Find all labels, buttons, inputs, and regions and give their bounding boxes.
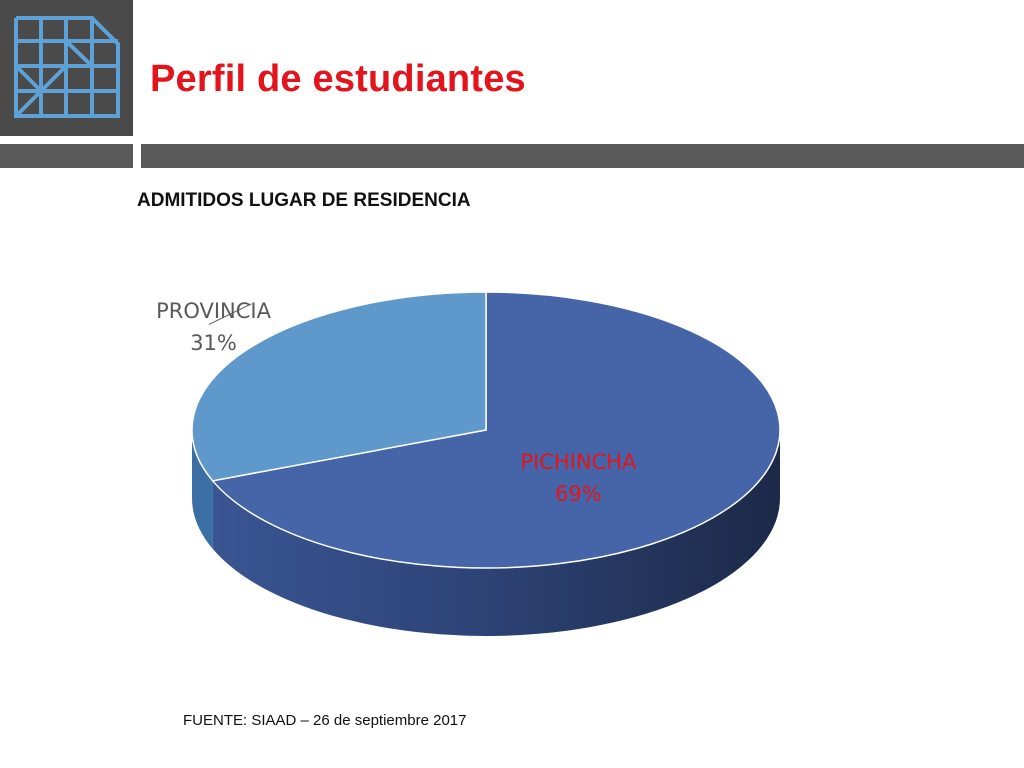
slice-label-pichincha: PICHINCHA <box>520 450 637 474</box>
page-title: Perfil de estudiantes <box>150 58 526 100</box>
slice-label-provincia: PROVINCIA <box>156 299 272 323</box>
leader-line-provincia <box>208 303 252 325</box>
chart-title: ADMITIDOS LUGAR DE RESIDENCIA <box>137 190 471 211</box>
pie-side-pichincha <box>212 430 781 636</box>
source-note: FUENTE: SIAAD – 26 de septiembre 2017 <box>183 712 467 729</box>
pie-side-provincia <box>192 430 213 549</box>
pie-slice-pichincha <box>211 291 781 569</box>
pie-slice-provincia <box>191 291 487 482</box>
slice-percent-pichincha: 69% <box>555 482 602 506</box>
grid-sheet-icon <box>14 16 120 118</box>
header-divider-left <box>0 144 133 168</box>
slice-percent-provincia: 31% <box>190 331 237 355</box>
logo-panel <box>0 0 133 136</box>
header-divider-right <box>141 144 1024 168</box>
